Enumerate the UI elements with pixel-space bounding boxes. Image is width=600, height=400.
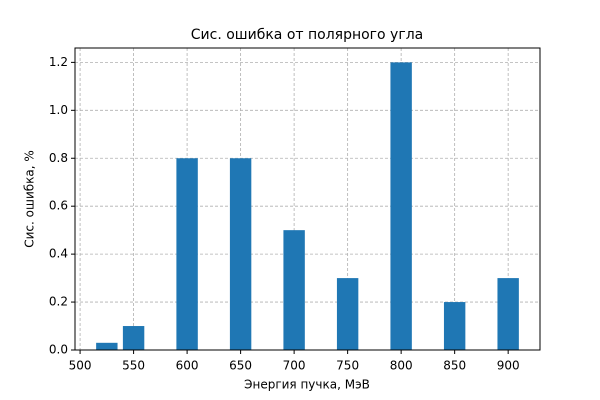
x-axis-label: Энергия пучка, МэВ xyxy=(244,378,370,392)
chart-title: Сис. ошибка от полярного угла xyxy=(191,27,423,43)
bar xyxy=(283,230,305,350)
y-tick-label: 1.0 xyxy=(49,103,68,117)
x-tick-label: 600 xyxy=(176,359,199,373)
x-tick-label: 650 xyxy=(229,359,252,373)
y-tick-label: 0.8 xyxy=(49,151,68,165)
x-tick-label: 500 xyxy=(69,359,92,373)
x-tick-label: 750 xyxy=(336,359,359,373)
plot-frame xyxy=(74,47,541,351)
y-tick-label: 1.2 xyxy=(49,55,68,69)
x-tick-label: 800 xyxy=(390,359,413,373)
bar xyxy=(122,326,145,350)
bar xyxy=(336,278,359,350)
bar xyxy=(176,158,198,350)
bar xyxy=(443,302,466,350)
bar xyxy=(497,278,519,350)
x-tick-label: 550 xyxy=(122,359,145,373)
y-tick-label: 0.4 xyxy=(49,247,68,261)
bar xyxy=(390,62,412,350)
y-tick-label: 0.0 xyxy=(49,343,68,357)
y-tick-label: 0.2 xyxy=(49,295,68,309)
x-tick-label: 700 xyxy=(283,359,306,373)
y-axis-label: Сис. ошибка, % xyxy=(23,150,37,248)
x-tick-label: 850 xyxy=(443,359,466,373)
x-tick-label: 900 xyxy=(497,359,520,373)
bar xyxy=(96,342,118,350)
y-tick-label: 0.6 xyxy=(49,199,68,213)
bar xyxy=(229,158,252,350)
